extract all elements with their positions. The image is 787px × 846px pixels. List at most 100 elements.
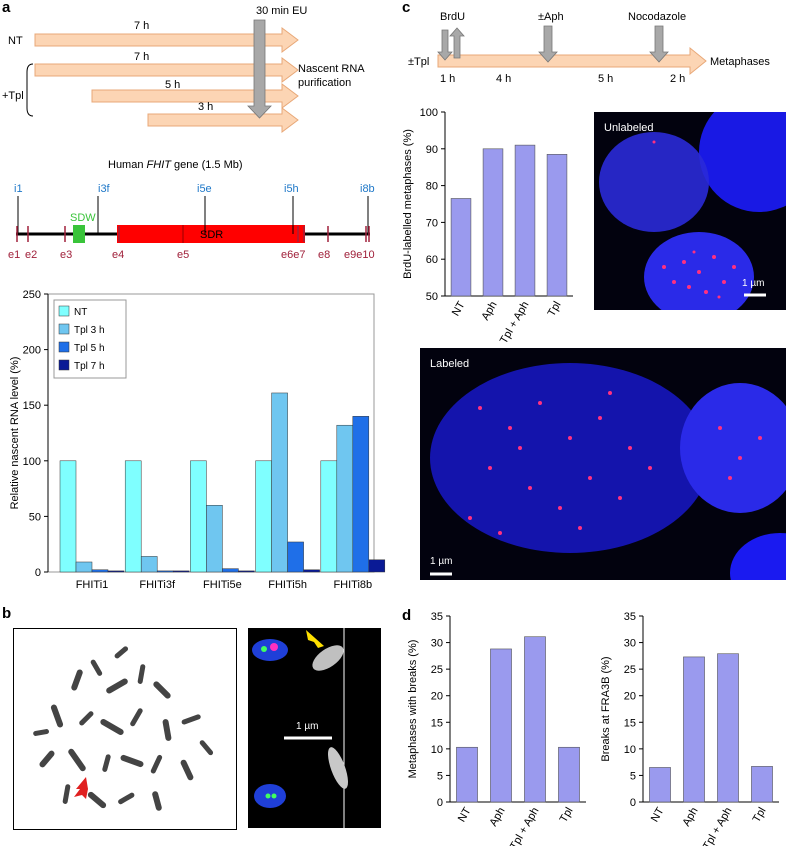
panel-letter-b: b bbox=[2, 605, 11, 622]
chartD1-ytick-label: 30 bbox=[431, 638, 443, 650]
chart-a-legend-label: Tpl 5 h bbox=[74, 343, 105, 354]
scale-label-unlabeled: 1 µm bbox=[742, 278, 765, 289]
panel-letter-a: a bbox=[2, 0, 11, 16]
chart-a-ytick-label: 250 bbox=[23, 289, 41, 301]
chartD2-category-label: NT bbox=[649, 805, 667, 824]
chartC-ytick-label: 50 bbox=[426, 291, 438, 303]
chart-a-bar bbox=[107, 570, 125, 573]
chart-a-ytick-label: 100 bbox=[23, 456, 41, 468]
chart-a-bar bbox=[190, 460, 207, 573]
chartD1-bar bbox=[456, 746, 478, 803]
chartD1-ytick-label: 0 bbox=[437, 797, 443, 809]
tl-time-1h: 1 h bbox=[440, 73, 455, 85]
chart-a-bar bbox=[336, 424, 354, 573]
chartC-ytick-label: 70 bbox=[426, 217, 438, 229]
exon-e9e10: e9e10 bbox=[344, 249, 375, 261]
exon-e5: e5 bbox=[177, 249, 189, 261]
arrow-tpl-3h bbox=[147, 107, 299, 133]
unlabeled-image: Unlabeled 1 µm bbox=[594, 112, 786, 310]
chartD2-category-label: Tpl bbox=[751, 806, 769, 825]
chartD1-ytick-label: 25 bbox=[431, 664, 443, 676]
chart-a-category-label: FHITi5h bbox=[268, 579, 307, 590]
chart-a-bar bbox=[91, 569, 109, 573]
chart-a-category-label: FHITi8b bbox=[333, 579, 372, 590]
chart-a-legend-swatch bbox=[58, 305, 70, 317]
gene-title-suffix: gene (1.5 Mb) bbox=[171, 159, 243, 171]
gene-title-italic: FHIT bbox=[147, 159, 173, 171]
intron-i8b: i8b bbox=[360, 183, 375, 195]
chart-a-bar bbox=[352, 416, 370, 573]
chart-a-category-label: FHITi1 bbox=[76, 579, 109, 590]
chart-a-bar bbox=[238, 570, 255, 573]
chartC-ylabel: BrdU-labelled metaphases (%) bbox=[402, 129, 414, 279]
tl-time-2h: 2 h bbox=[670, 73, 685, 85]
purification-line2: purification bbox=[298, 77, 351, 89]
chart-a-category-label: FHITi3f bbox=[139, 579, 176, 590]
sdr-box bbox=[117, 225, 305, 243]
chartC-bar bbox=[450, 198, 472, 297]
chartD1-ytick-label: 20 bbox=[431, 691, 443, 703]
chromosomes bbox=[33, 646, 214, 811]
yellow-arrow-icon bbox=[306, 630, 324, 648]
time-nt: 7 h bbox=[134, 20, 149, 32]
time-tpl-3h: 3 h bbox=[198, 101, 213, 113]
gene-title: Human FHIT gene (1.5 Mb) bbox=[108, 159, 243, 171]
tl-time-5h: 5 h bbox=[598, 73, 613, 85]
chartD1-category-label: Tpl + Aph bbox=[508, 806, 542, 846]
chartD2-bar bbox=[717, 653, 739, 803]
chartD2-ytick-label: 20 bbox=[624, 691, 636, 703]
chartC-category-label: Tpl + Aph bbox=[498, 300, 532, 347]
fish-chromosome-art bbox=[252, 628, 348, 828]
brdu-label: BrdU bbox=[440, 11, 465, 23]
chart-a-bar bbox=[255, 460, 272, 573]
eu-label: 30 min EU bbox=[256, 5, 307, 17]
chartD2-ylabel: Breaks at FRA3B (%) bbox=[600, 656, 612, 761]
chartD1-ytick-label: 35 bbox=[431, 611, 443, 623]
chartD1-category-label: Aph bbox=[487, 806, 507, 829]
chartD1-bar bbox=[490, 648, 512, 803]
labeled-label: Labeled bbox=[430, 358, 470, 370]
fish-chromosome-image: 1 µm bbox=[248, 628, 381, 828]
gene-map: SDW SDR i1 i3f i5e i5h i8b bbox=[8, 183, 375, 261]
chart-a-bar bbox=[303, 569, 320, 573]
sdw-label: SDW bbox=[70, 212, 96, 224]
arrow-tpl-5h bbox=[91, 83, 299, 109]
chartD1-ytick-label: 5 bbox=[437, 770, 443, 782]
panel-c-timeline: c BrdU ±Aph Nocodazole ±Tpl Metaphases 1… bbox=[402, 0, 770, 85]
labeled-image: Labeled 1 µm bbox=[420, 348, 786, 580]
chart-a-ytick-label: 0 bbox=[35, 567, 41, 579]
tpl-label: ±Tpl bbox=[408, 56, 429, 68]
chartD1-bar bbox=[524, 636, 546, 803]
chart-a-bar bbox=[368, 559, 386, 573]
sdr-label: SDR bbox=[200, 229, 223, 241]
chart-a-legend-swatch bbox=[58, 341, 70, 353]
chart-a-ytick-label: 200 bbox=[23, 345, 41, 357]
chart-a-bar bbox=[206, 505, 223, 573]
chart-a-bar bbox=[156, 570, 174, 573]
chartD2-bar bbox=[683, 656, 705, 803]
time-tpl-5h: 5 h bbox=[165, 79, 180, 91]
chartD1-ylabel: Metaphases with breaks (%) bbox=[407, 640, 419, 779]
panel-b-letter: b bbox=[2, 605, 11, 622]
chartC-ytick-label: 90 bbox=[426, 144, 438, 156]
chartD2-bar bbox=[649, 767, 671, 803]
unlabeled-art bbox=[599, 112, 786, 310]
chartC-ytick-label: 80 bbox=[426, 181, 438, 193]
time-tpl-7h: 7 h bbox=[134, 51, 149, 63]
labeled-art bbox=[430, 363, 786, 580]
chartC-bar bbox=[546, 154, 568, 297]
chart-c-brdu: 50 60 70 80 90 100 BrdU-labelled metaphases (%… bbox=[402, 107, 573, 347]
chart-a-bar bbox=[287, 541, 304, 573]
row-label-tpl: +Tpl bbox=[2, 90, 24, 102]
intron-i5e: i5e bbox=[197, 183, 212, 195]
panel-letter-d: d bbox=[402, 607, 411, 624]
aph-label: ±Aph bbox=[538, 11, 564, 23]
chartD2-category-label: Aph bbox=[680, 806, 700, 829]
chartD2-ytick-label: 10 bbox=[624, 744, 636, 756]
chart-a-ytick-label: 150 bbox=[23, 400, 41, 412]
chartD2-ytick-label: 0 bbox=[630, 797, 636, 809]
exon-e8: e8 bbox=[318, 249, 330, 261]
gene-title-prefix: Human bbox=[108, 159, 147, 171]
chart-a-bar bbox=[320, 460, 338, 573]
